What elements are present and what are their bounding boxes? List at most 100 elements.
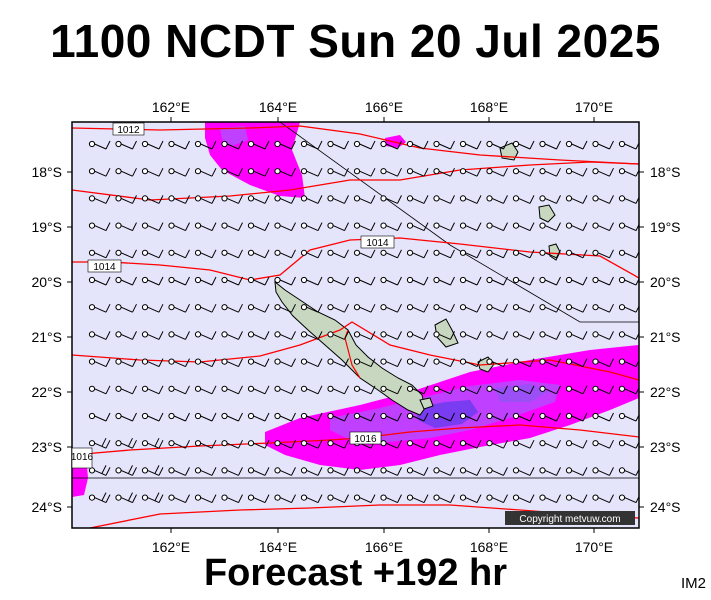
wind-barb-feather [582,222,588,231]
wind-barb-station [565,168,573,175]
wind-barb-feather [211,358,217,367]
wind-barb-staff [624,225,637,232]
wind-barb-station [168,358,175,365]
wind-barb-station [618,358,626,365]
wind-barb-feather [503,439,508,449]
wind-barb-station [300,494,308,501]
wind-barb-feather [423,303,429,313]
wind-barb-station [380,304,387,311]
wind-barb-feather [264,358,270,367]
wind-barb-feather [450,331,455,340]
wind-barb-staff [120,469,133,476]
wind-barb-station [221,304,228,311]
wind-barb-feather [423,439,429,449]
wind-barb-feather [211,439,217,449]
wind-barb-staff [491,333,504,340]
wind-barb-station [433,467,440,474]
wind-barb-staff [306,306,319,313]
lat-label: 24°S [650,499,681,515]
wind-barb-feather [423,222,429,231]
wind-barb-staff [332,225,345,232]
wind-barb-station [433,331,440,338]
wind-barb-station [88,385,96,392]
wind-barb-feather [582,358,588,367]
wind-barb-staff [571,361,584,368]
wind-barb-station [486,440,493,447]
wind-barb-station [221,168,228,175]
wind-barb-staff [332,388,345,395]
isle-of-pines [419,397,434,410]
wind-barb-staff [491,306,504,313]
wind-barb-staff [491,415,504,422]
wind-barb-station [353,276,361,284]
wind-barb-staff [226,333,239,340]
wind-barb-feather [635,196,639,204]
wind-barb-station [300,304,308,311]
wind-barb-station [486,358,493,365]
wind-barb-staff [385,197,398,204]
wind-barb-feather [211,494,217,503]
wind-barb-station [300,168,308,175]
wind-barb-station [406,412,414,420]
wind-barb-station [406,358,414,365]
wind-barb-staff [544,252,557,259]
wind-barb-station [406,331,414,338]
wind-barb-staff [200,306,213,313]
wind-barb-station [512,467,520,474]
wind-barb-station [327,168,334,175]
wind-barb-station [300,385,308,392]
wind-barb-station [221,494,228,501]
wind-barb-feather [370,222,376,231]
wind-barb-station [512,195,520,202]
wind-barb-station [327,467,334,474]
wind-barb-staff [518,143,531,150]
wind-barb-station [221,276,228,284]
wind-barb-staff [279,469,292,476]
wind-barb-station [300,276,308,284]
wind-barb-feather [397,385,402,395]
wind-barb-station [618,385,626,392]
wind-barb-station [565,304,573,311]
wind-barb-staff [173,333,186,340]
wind-barb-staff [412,252,425,259]
wind-barb-station [274,140,281,148]
wind-barb-station [300,440,308,447]
wind-barb-staff [544,388,557,395]
wind-barb-station [300,140,308,148]
wind-barb-station [486,276,493,284]
wind-barb-staff [332,279,345,286]
wind-barb-feather [154,492,160,501]
wind-barb-staff [226,143,239,150]
wind-barb-staff [200,361,213,368]
wind-barb-staff [94,333,107,340]
wind-barb-station [274,304,281,311]
wind-barb-feather [582,331,588,340]
wind-barb-staff [544,333,557,340]
wind-barb-station [565,467,573,474]
wind-barb-feather [397,303,402,313]
wind-barb-feather [101,492,107,501]
wind-barb-feather [423,249,429,259]
wind-barb-feather [158,167,164,177]
wind-barb-feather [503,195,508,204]
wind-barb-staff [306,469,319,476]
wind-barb-feather [317,276,323,286]
wind-barb-station [433,195,440,202]
wind-barb-station [539,276,546,284]
wind-barb-feather [317,385,323,395]
wind-barb-feather [132,412,137,422]
wind-barb-staff [359,279,372,286]
wind-barb-feather [582,195,588,204]
wind-barb-feather [423,140,429,150]
wind-barb-staff [253,333,266,340]
wind-barb-station [300,358,308,365]
wind-barb-feather [609,276,614,286]
wind-barb-station [168,494,175,501]
wind-barb-feather [185,467,190,476]
wind-barb-station [433,385,440,392]
wind-barb-feather [132,249,137,259]
wind-barb-feather [185,385,190,395]
wind-barb-station [327,494,334,501]
wind-barb-staff [465,415,478,422]
wind-barb-staff [597,415,610,422]
